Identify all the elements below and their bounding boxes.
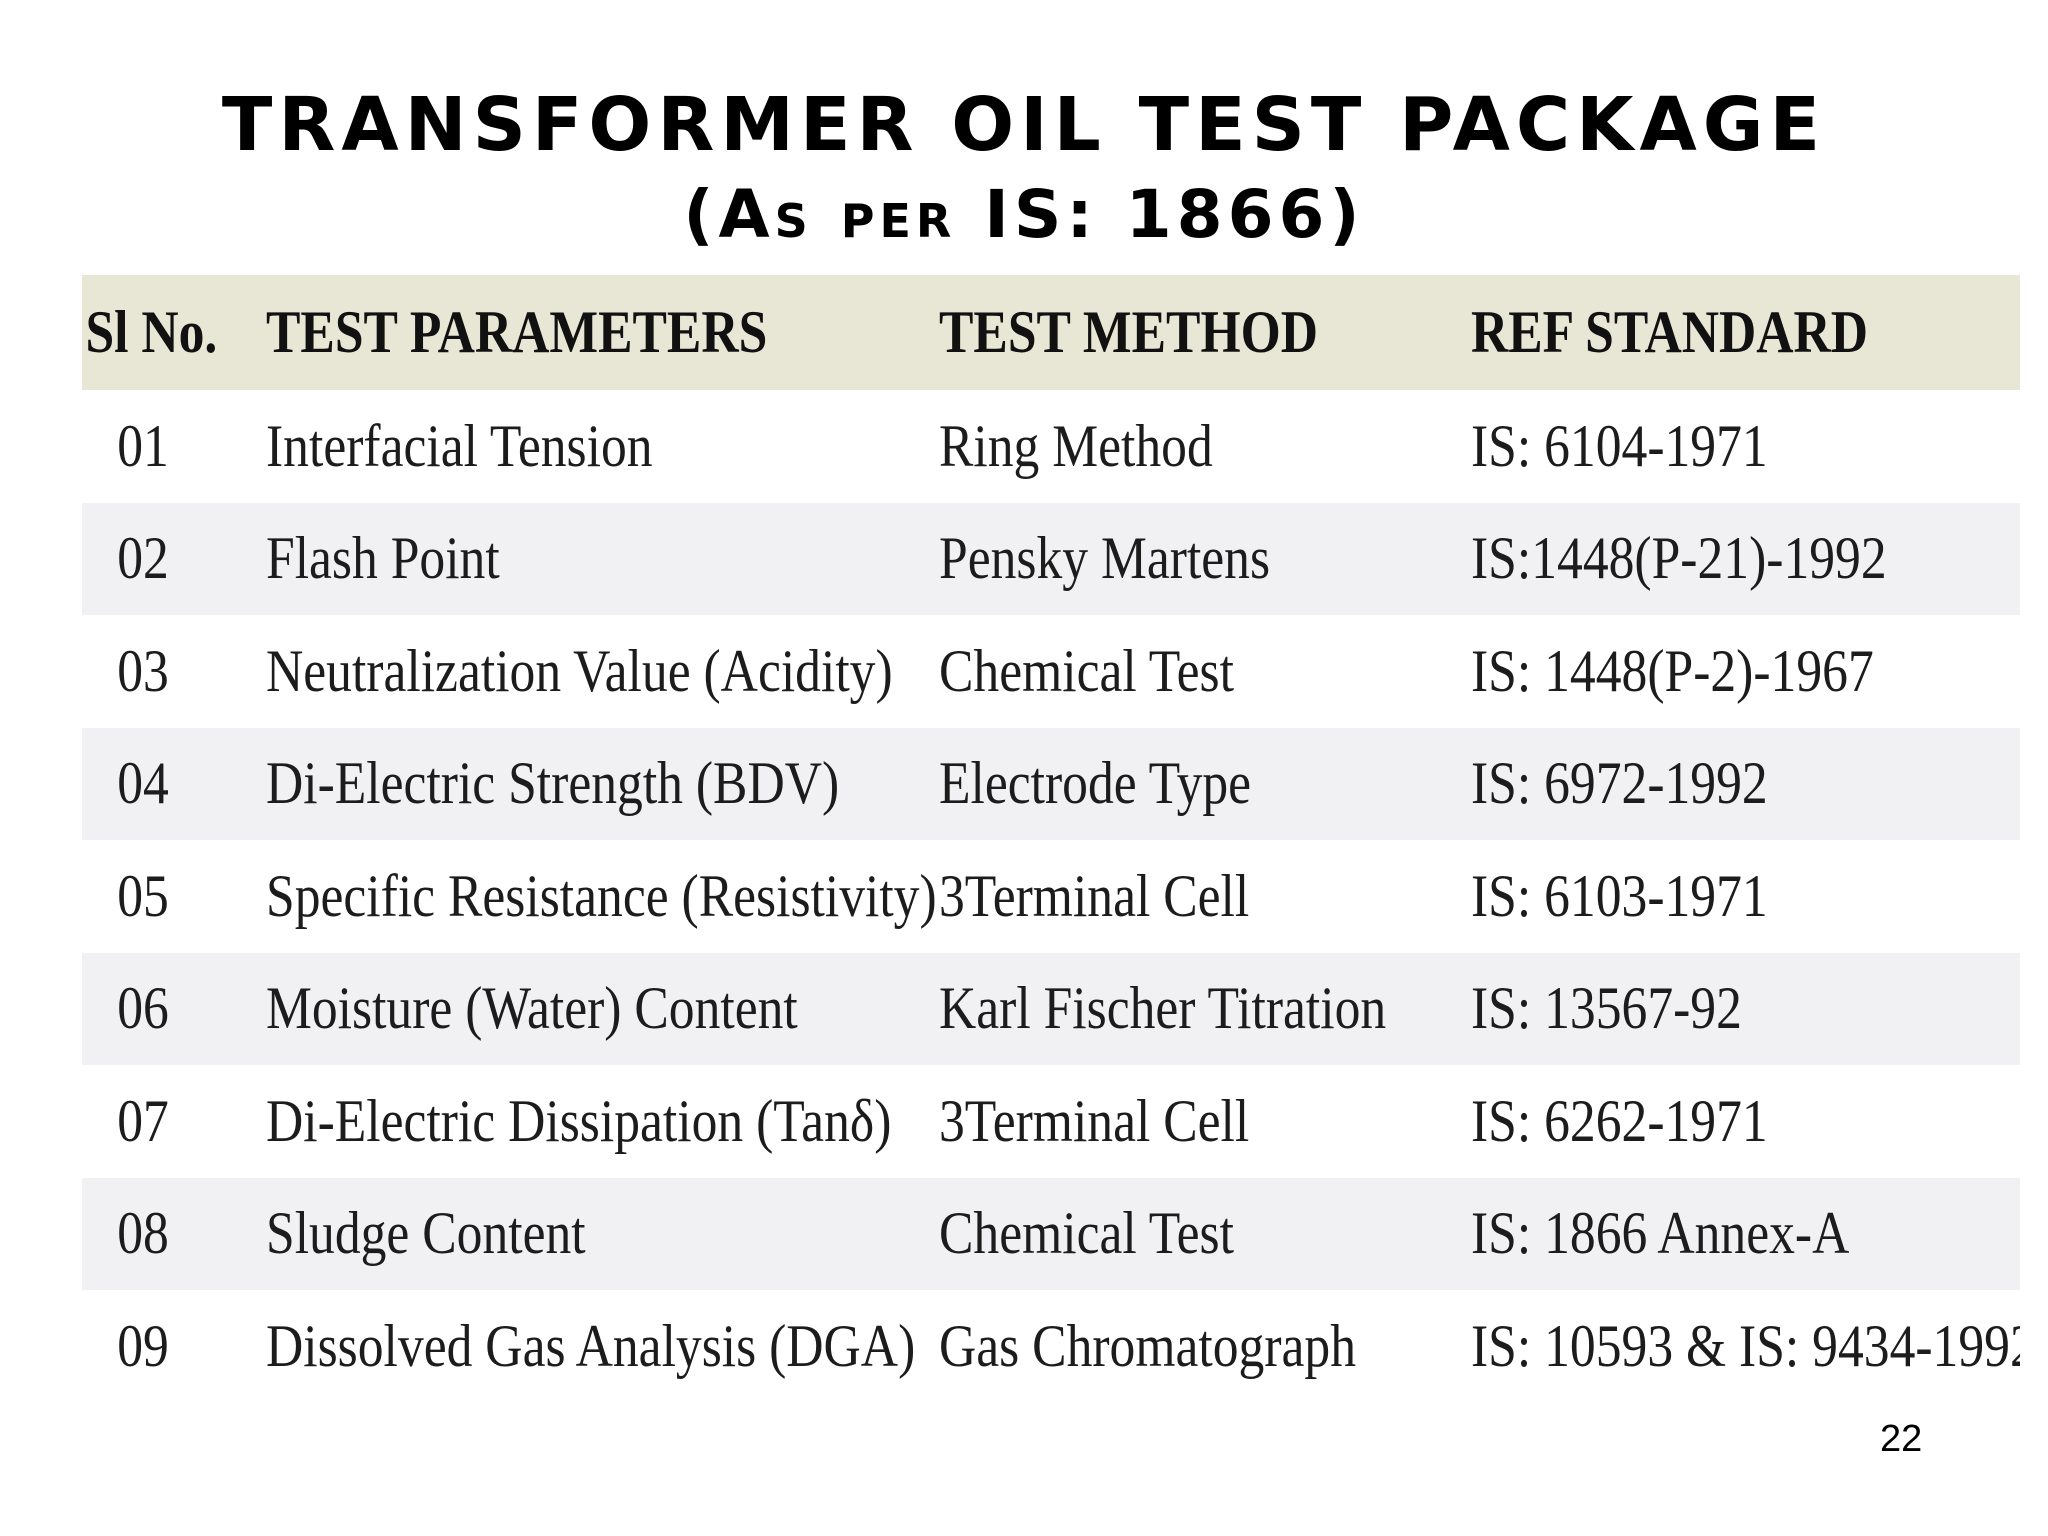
- cell-test-method-text: Chemical Test: [939, 1200, 1234, 1267]
- cell-test-method: Ring Method: [939, 390, 1471, 503]
- cell-test-method-text: Chemical Test: [939, 637, 1234, 704]
- cell-sl-no: 03: [82, 615, 266, 728]
- cell-ref-standard: IS: 6262-1971: [1471, 1065, 2020, 1178]
- cell-sl-no-text: 01: [117, 412, 169, 479]
- cell-ref-standard-text: IS: 1448(P-2)-1967: [1471, 637, 1874, 704]
- oil-test-table: Sl No. TEST PARAMETERS TEST METHOD REF S…: [82, 275, 2020, 1403]
- page-number: 22: [1880, 1418, 1923, 1460]
- cell-sl-no: 05: [82, 840, 266, 953]
- cell-test-method: 3Terminal Cell: [939, 840, 1471, 953]
- cell-test-parameter: Di-Electric Dissipation (Tanδ): [266, 1065, 939, 1178]
- cell-ref-standard: IS: 10593 & IS: 9434-1992: [1471, 1290, 2020, 1403]
- cell-test-method: Chemical Test: [939, 1178, 1471, 1291]
- cell-test-parameter-text: Di-Electric Dissipation (Tanδ): [266, 1087, 892, 1154]
- cell-ref-standard: IS: 6104-1971: [1471, 390, 2020, 503]
- cell-test-parameter: Moisture (Water) Content: [266, 953, 939, 1066]
- cell-test-parameter: Specific Resistance (Resistivity): [266, 840, 939, 953]
- cell-sl-no-text: 09: [117, 1312, 169, 1379]
- table-row: 09 Dissolved Gas Analysis (DGA) Gas Chro…: [82, 1290, 2020, 1403]
- cell-ref-standard: IS: 1448(P-2)-1967: [1471, 615, 2020, 728]
- table-row: 02 Flash Point Pensky Martens IS:1448(P-…: [82, 502, 2020, 616]
- cell-test-parameter: Flash Point: [266, 503, 939, 616]
- slide-title-subtitle: (As per IS: 1866): [683, 176, 1365, 253]
- cell-test-method: Electrode Type: [939, 728, 1471, 841]
- header-ref-standard-label: REF STANDARD: [1471, 299, 1869, 365]
- cell-test-parameter-text: Interfacial Tension: [266, 412, 653, 479]
- cell-test-parameter-text: Dissolved Gas Analysis (DGA): [266, 1312, 916, 1379]
- slide-title: TRANSFORMER OIL TEST PACKAGE (As per IS:…: [0, 80, 2048, 260]
- table-row: 05 Specific Resistance (Resistivity) 3Te…: [82, 840, 2020, 953]
- cell-test-method: Pensky Martens: [939, 503, 1471, 616]
- header-ref-standard: REF STANDARD: [1471, 275, 2020, 390]
- cell-test-parameter: Sludge Content: [266, 1178, 939, 1291]
- cell-sl-no-text: 08: [117, 1200, 169, 1267]
- cell-test-parameter: Interfacial Tension: [266, 390, 939, 503]
- cell-ref-standard-text: IS:1448(P-21)-1992: [1471, 525, 1887, 592]
- header-test-method-label: TEST METHOD: [939, 299, 1318, 365]
- cell-test-parameter: Neutralization Value (Acidity): [266, 615, 939, 728]
- cell-test-parameter-text: Neutralization Value (Acidity): [266, 637, 893, 704]
- cell-test-parameter: Dissolved Gas Analysis (DGA): [266, 1290, 939, 1403]
- header-sl-no-label: Sl No.: [85, 299, 218, 365]
- cell-test-parameter-text: Flash Point: [266, 525, 500, 592]
- cell-test-method: Karl Fischer Titration: [939, 953, 1471, 1066]
- cell-sl-no: 02: [82, 503, 266, 616]
- cell-sl-no-text: 02: [117, 525, 169, 592]
- table-row: 08 Sludge Content Chemical Test IS: 1866…: [82, 1177, 2020, 1291]
- cell-test-method-text: 3Terminal Cell: [939, 862, 1250, 929]
- cell-sl-no-text: 06: [117, 975, 169, 1042]
- cell-test-method-text: 3Terminal Cell: [939, 1087, 1250, 1154]
- cell-test-method-text: Karl Fischer Titration: [939, 975, 1387, 1042]
- header-test-parameters: TEST PARAMETERS: [266, 275, 939, 390]
- table-row: 01 Interfacial Tension Ring Method IS: 6…: [82, 390, 2020, 503]
- cell-ref-standard-text: IS: 1866 Annex-A: [1471, 1200, 1850, 1267]
- cell-sl-no: 09: [82, 1290, 266, 1403]
- cell-ref-standard: IS: 1866 Annex-A: [1471, 1178, 2020, 1291]
- cell-test-method-text: Gas Chromatograph: [939, 1312, 1357, 1379]
- cell-test-method: 3Terminal Cell: [939, 1065, 1471, 1178]
- table-row: 06 Moisture (Water) Content Karl Fischer…: [82, 952, 2020, 1066]
- cell-test-method-text: Ring Method: [939, 412, 1213, 479]
- cell-test-parameter-text: Specific Resistance (Resistivity): [266, 862, 937, 929]
- cell-test-parameter-text: Moisture (Water) Content: [266, 975, 798, 1042]
- cell-ref-standard-text: IS: 6104-1971: [1471, 412, 1768, 479]
- cell-test-method: Chemical Test: [939, 615, 1471, 728]
- table-row: 07 Di-Electric Dissipation (Tanδ) 3Termi…: [82, 1065, 2020, 1178]
- cell-ref-standard-text: IS: 6103-1971: [1471, 862, 1768, 929]
- cell-test-parameter-text: Sludge Content: [266, 1200, 586, 1267]
- header-sl-no: Sl No.: [82, 275, 266, 390]
- cell-ref-standard-text: IS: 6262-1971: [1471, 1087, 1768, 1154]
- cell-sl-no: 04: [82, 728, 266, 841]
- cell-sl-no-text: 07: [117, 1087, 169, 1154]
- header-test-parameters-label: TEST PARAMETERS: [266, 299, 768, 365]
- cell-ref-standard: IS: 6103-1971: [1471, 840, 2020, 953]
- cell-sl-no-text: 05: [117, 862, 169, 929]
- cell-sl-no: 01: [82, 390, 266, 503]
- table-row: 03 Neutralization Value (Acidity) Chemic…: [82, 615, 2020, 728]
- cell-sl-no-text: 03: [117, 637, 169, 704]
- cell-test-method-text: Electrode Type: [939, 750, 1252, 817]
- cell-test-parameter-text: Di-Electric Strength (BDV): [266, 750, 840, 817]
- cell-ref-standard-text: IS: 6972-1992: [1471, 750, 1768, 817]
- cell-ref-standard: IS:1448(P-21)-1992: [1471, 503, 2020, 616]
- cell-ref-standard: IS: 6972-1992: [1471, 728, 2020, 841]
- cell-sl-no-text: 04: [117, 750, 169, 817]
- cell-ref-standard-text: IS: 13567-92: [1471, 975, 1742, 1042]
- table-header-row: Sl No. TEST PARAMETERS TEST METHOD REF S…: [82, 275, 2020, 390]
- cell-test-method-text: Pensky Martens: [939, 525, 1271, 592]
- cell-sl-no: 06: [82, 953, 266, 1066]
- header-test-method: TEST METHOD: [939, 275, 1471, 390]
- cell-sl-no: 08: [82, 1178, 266, 1291]
- cell-test-method: Gas Chromatograph: [939, 1290, 1471, 1403]
- cell-ref-standard-text: IS: 10593 & IS: 9434-1992: [1471, 1312, 2020, 1379]
- cell-ref-standard: IS: 13567-92: [1471, 953, 2020, 1066]
- slide-title-main: TRANSFORMER OIL TEST PACKAGE: [221, 82, 1827, 168]
- cell-test-parameter: Di-Electric Strength (BDV): [266, 728, 939, 841]
- table-row: 04 Di-Electric Strength (BDV) Electrode …: [82, 727, 2020, 841]
- cell-sl-no: 07: [82, 1065, 266, 1178]
